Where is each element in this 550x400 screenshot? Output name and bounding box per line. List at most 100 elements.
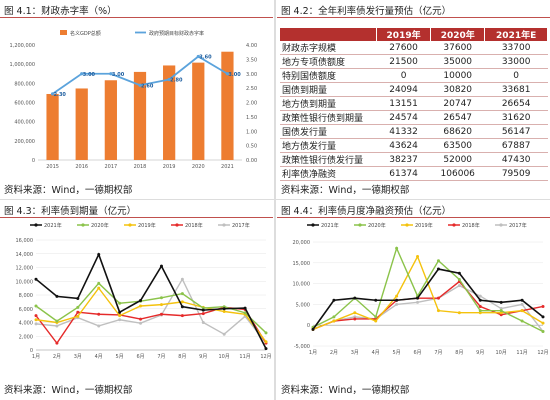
data-label: 3.60 [199,55,212,61]
x-tick-label: 9月 [476,350,484,356]
series-point [436,296,440,300]
table-cell: 61374 [376,166,431,181]
series-point [353,317,357,321]
x-tick-label: 12月 [537,350,548,356]
y-tick-label: 12,000 [16,266,34,272]
series-point [34,314,38,318]
table-cell: 10000 [430,68,485,83]
table-cell: 41332 [376,124,431,139]
series-line [312,280,544,331]
row-label: 地方债发行量 [280,138,377,153]
row-label: 政策性银行债到期量 [280,110,377,125]
legend-marker [222,223,226,227]
y2-tick-label: 0.50 [246,144,257,150]
series-point [332,319,336,323]
vertical-divider [274,0,276,400]
bar [104,80,117,160]
x-tick-label: 1月 [309,350,317,356]
y-tick-label: 1,200,000 [10,43,35,49]
data-label: 3.00 [112,72,125,78]
x-tick-label: 3月 [351,350,359,356]
legend-label: 2017年 [232,222,250,229]
y-tick-label: 6,000 [19,307,33,313]
source-note: 资料来源：Wind，一德期权部 [281,385,410,396]
y-tick-label: 1,000,000 [10,62,35,68]
series-point [243,306,247,310]
series-point [520,298,524,302]
series-point [332,315,336,319]
row-label: 地方债到期量 [280,96,377,111]
series-point [76,296,80,300]
table-row: 国债发行量 41332 68620 56147 [280,124,548,139]
series-point [499,313,503,317]
series-point [201,321,205,324]
panel-title: 图 4.3：利率债到期量（亿元） [4,206,137,217]
legend-label: 2021年 [44,222,62,229]
series-point [201,308,205,312]
series-point [416,300,420,304]
table-cell: 56147 [484,124,548,139]
x-tick-label: 6月 [136,354,144,360]
series-point [478,298,482,302]
source-note: 资料来源：Wind，一德期权部 [4,185,133,196]
legend-label: 2021年 [321,222,339,229]
table-cell: 52000 [430,152,485,167]
y2-tick-label: 3.50 [246,57,257,63]
series-point [499,311,503,315]
series-point [416,255,420,259]
table-cell: 27600 [376,41,431,55]
y-tick-label: 0 [30,348,33,354]
bar [133,71,147,160]
series-point [76,305,80,309]
table-cell: 26654 [484,96,548,111]
series-point [395,246,399,250]
series-point [395,298,399,302]
series-point [222,307,226,311]
series-point [499,307,503,311]
legend-label: 2019年 [415,222,433,229]
table-cell: 47430 [484,152,548,167]
data-label: 3.00 [83,72,96,78]
y-tick-label: 800,000 [14,81,35,87]
series-point [332,298,336,302]
table-row: 政策性银行债发行量 38237 52000 47430 [280,152,548,167]
y2-tick-label: 1.00 [246,129,257,135]
x-tick-label: 2019 [163,164,176,170]
x-tick-label: 2月 [53,354,61,360]
table-row: 地方债发行量 43624 63500 67887 [280,138,548,153]
y2-tick-label: 3.00 [246,72,257,78]
x-tick-label: 5月 [116,354,124,360]
series-point [499,300,503,304]
y-tick-label: 16,000 [16,238,34,244]
series-point [139,299,143,302]
legend-label: 2020年 [368,222,386,229]
bar [75,88,88,160]
series-point [374,319,378,323]
table-row: 地方债到期量 13151 20747 26654 [280,96,548,111]
table-cell: 43624 [376,138,431,153]
series-point [374,315,378,319]
series-point [159,312,163,316]
series-point [34,318,38,322]
series-point [311,327,315,331]
x-tick-label: 2020 [192,164,205,170]
series-point [395,294,399,298]
series-point [436,309,440,313]
series-point [264,340,268,344]
series-line [35,277,267,344]
y-tick-label: 600,000 [14,101,35,107]
title-rule [0,17,273,18]
x-tick-label: 11月 [516,350,527,356]
series-point [520,302,524,306]
table-row: 特别国债额度 0 10000 0 [280,68,548,83]
series-point [478,304,482,308]
bar [221,51,234,161]
series-point [353,315,357,319]
legend-marker [34,223,38,227]
series-point [222,305,226,309]
table-cell: 31620 [484,110,548,125]
series-point [118,310,122,314]
table-row: 财政赤字规模 27600 37600 33700 [280,41,548,55]
series-point [180,314,184,318]
series-point [541,304,545,308]
